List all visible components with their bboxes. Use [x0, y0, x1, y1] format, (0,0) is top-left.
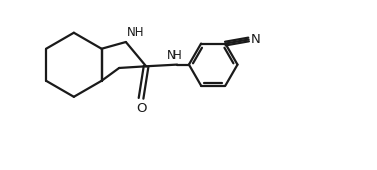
Text: NH: NH — [127, 26, 144, 39]
Text: N: N — [251, 33, 261, 46]
Text: H: H — [173, 49, 181, 62]
Text: O: O — [136, 102, 146, 115]
Text: N: N — [167, 49, 175, 62]
